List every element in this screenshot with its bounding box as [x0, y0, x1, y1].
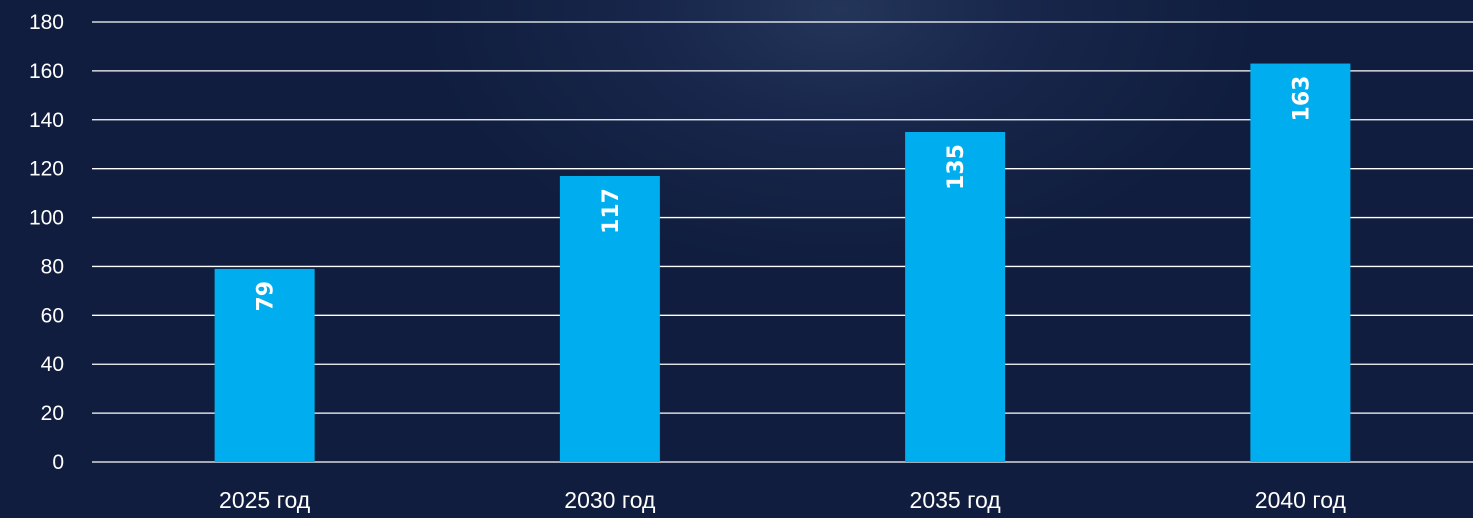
gridlines: [92, 21, 1473, 463]
bar: [1250, 63, 1351, 463]
x-category-label: 2030 год: [564, 487, 656, 513]
x-category-label: 2040 год: [1255, 487, 1347, 513]
y-tick-label: 100: [29, 207, 64, 230]
y-tick-label: 140: [29, 109, 64, 132]
x-axis-categories: 2025 год 2030 год 2035 год 2040 год: [219, 487, 1346, 513]
data-label: 117: [599, 188, 624, 234]
y-tick-label: 160: [29, 60, 64, 83]
y-tick-label: 180: [29, 11, 64, 34]
data-label: 135: [944, 144, 969, 190]
data-label: 79: [254, 281, 279, 312]
y-tick-label: 20: [41, 402, 64, 425]
y-tick-label: 40: [41, 353, 64, 376]
data-label: 163: [1289, 76, 1314, 122]
bar: [214, 268, 315, 462]
y-tick-label: 60: [41, 304, 64, 327]
bar: [559, 176, 660, 462]
y-axis-ticks: 0 20 40 60 80 100 120 140 160 180: [29, 11, 64, 474]
y-tick-label: 0: [52, 451, 64, 474]
x-category-label: 2035 год: [910, 487, 1002, 513]
x-category-label: 2025 год: [219, 487, 311, 513]
bar: [905, 132, 1006, 462]
bars: [214, 63, 1351, 463]
y-tick-label: 120: [29, 158, 64, 181]
data-labels: 79 117 135 163: [254, 76, 1315, 312]
y-tick-label: 80: [41, 255, 64, 278]
